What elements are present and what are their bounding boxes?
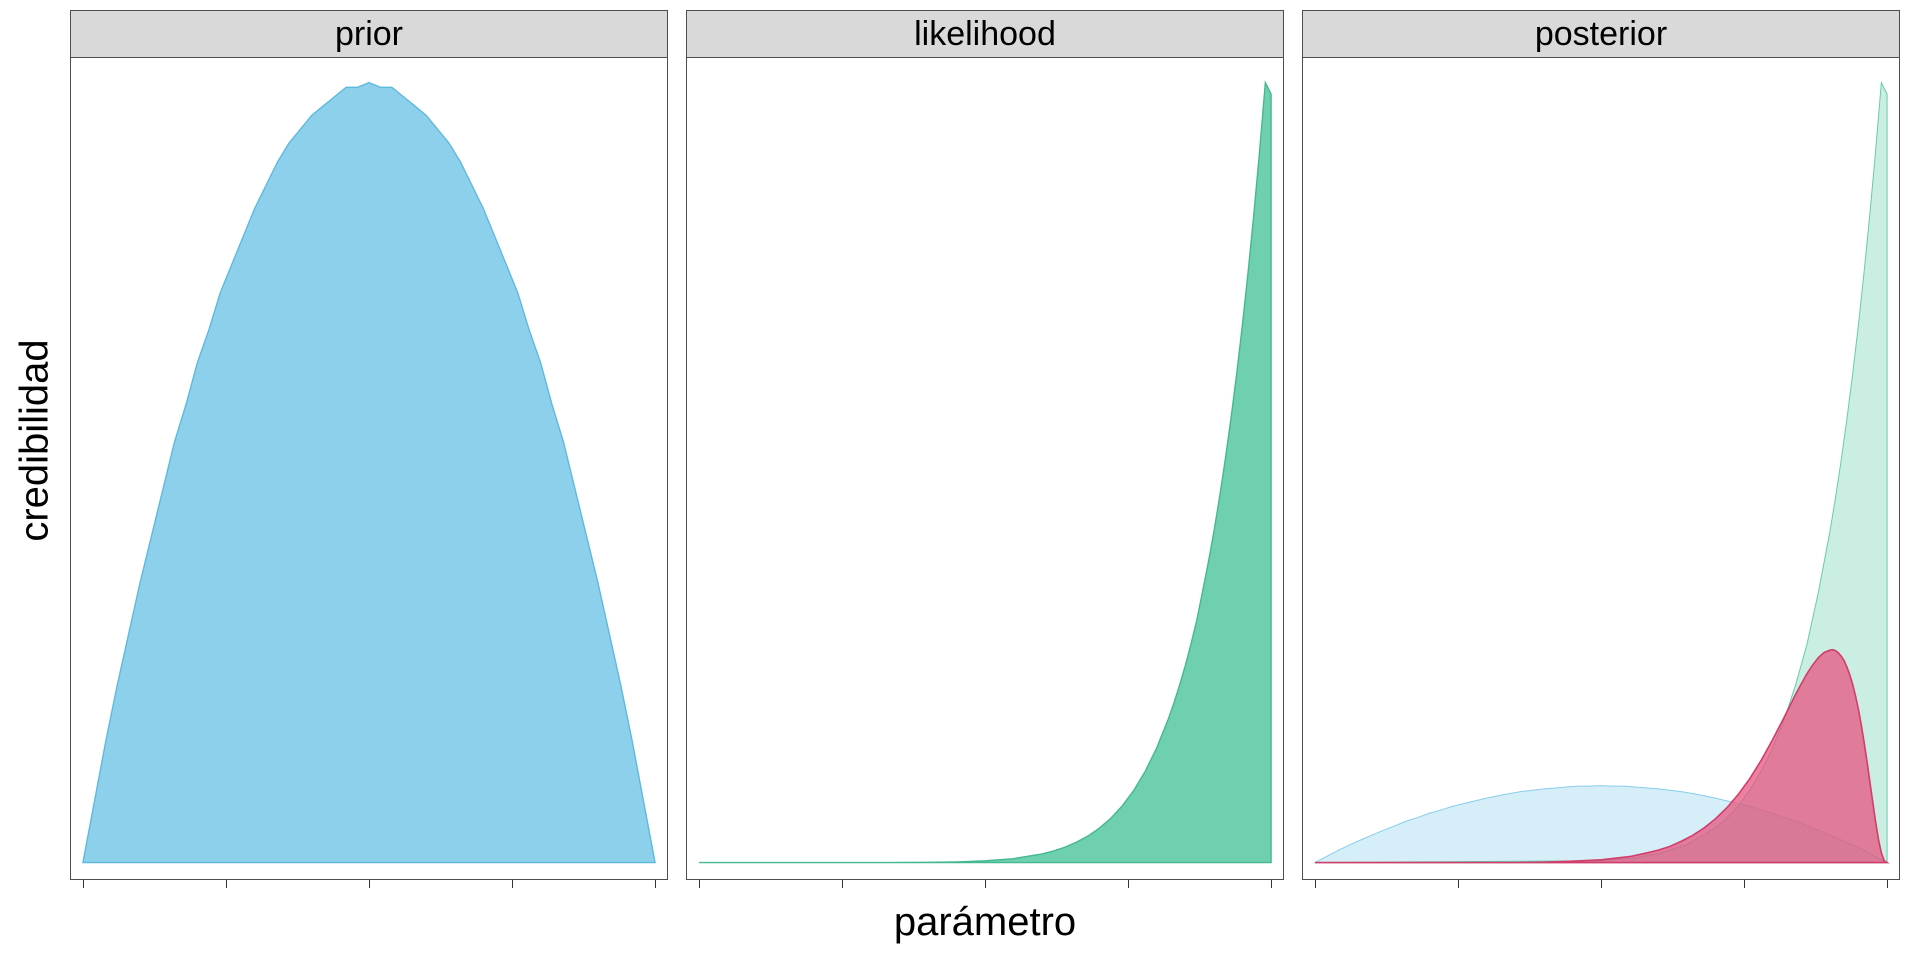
- y-axis-label: credibilidad: [13, 339, 58, 541]
- x-tick: [1315, 880, 1316, 888]
- panel-posterior: posterior: [1302, 10, 1900, 880]
- figure: credibilidad prior likelihood posterior pa…: [0, 0, 1920, 960]
- x-tick: [985, 880, 986, 888]
- x-axis-label: parámetro: [70, 900, 1900, 960]
- x-tick: [83, 880, 84, 888]
- density-svg-likelihood: [687, 58, 1283, 879]
- density-prior: [83, 83, 655, 863]
- x-ticks: [1303, 880, 1899, 888]
- panel-likelihood: likelihood: [686, 10, 1284, 880]
- facet-strip-likelihood: likelihood: [686, 10, 1284, 58]
- density-likelihood: [699, 83, 1271, 863]
- x-ticks: [71, 880, 667, 888]
- density-svg-posterior: [1303, 58, 1899, 879]
- x-tick: [1887, 880, 1888, 888]
- facet-panels: prior likelihood posterior: [70, 10, 1900, 880]
- x-tick: [655, 880, 656, 888]
- plot-area-posterior: [1302, 58, 1900, 880]
- x-tick: [1601, 880, 1602, 888]
- density-svg-prior: [71, 58, 667, 879]
- x-tick: [226, 880, 227, 888]
- facet-strip-posterior: posterior: [1302, 10, 1900, 58]
- facet-strip-prior: prior: [70, 10, 668, 58]
- plot-area-likelihood: [686, 58, 1284, 880]
- panel-prior: prior: [70, 10, 668, 880]
- x-tick: [512, 880, 513, 888]
- plot-area-prior: [70, 58, 668, 880]
- x-tick: [842, 880, 843, 888]
- x-ticks: [687, 880, 1283, 888]
- x-tick: [1458, 880, 1459, 888]
- x-tick: [1271, 880, 1272, 888]
- x-tick: [699, 880, 700, 888]
- x-tick: [1744, 880, 1745, 888]
- x-tick: [1128, 880, 1129, 888]
- y-axis-label-container: credibilidad: [0, 0, 70, 880]
- x-tick: [369, 880, 370, 888]
